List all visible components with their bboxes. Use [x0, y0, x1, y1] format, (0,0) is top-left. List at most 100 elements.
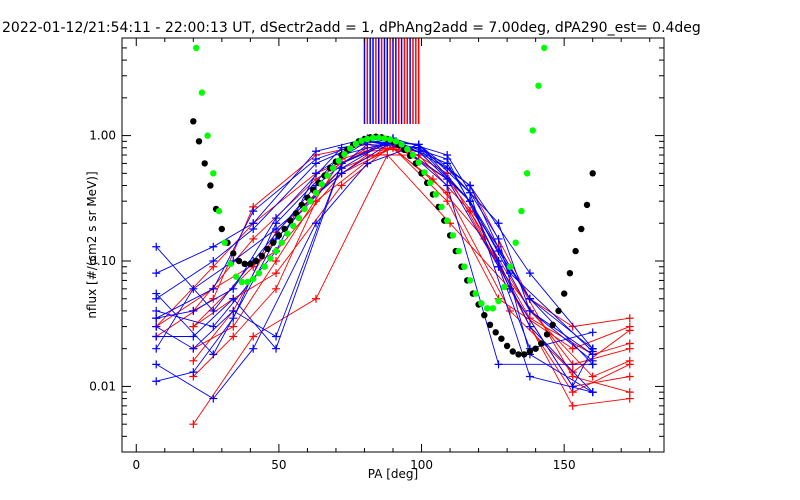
x-tick-label: 0: [132, 458, 140, 472]
green-fit-point: [255, 270, 263, 277]
green-fit-point: [478, 300, 485, 307]
green-fit-point: [523, 170, 531, 177]
red-data-point: [505, 306, 514, 315]
red-data-point: [568, 368, 577, 377]
blue-data-point: [311, 155, 320, 164]
green-fit-point: [284, 230, 291, 237]
blue-data-point: [443, 159, 452, 168]
green-fit-point: [267, 255, 274, 262]
blue-data-point: [272, 344, 281, 353]
green-fit-point: [392, 138, 400, 145]
blue-data-point: [152, 332, 161, 341]
green-fit-point: [204, 132, 211, 139]
green-fit-point: [381, 135, 388, 142]
green-fit-point: [295, 214, 303, 222]
black-fit-point: [486, 321, 494, 328]
green-fit-point: [386, 136, 394, 143]
blue-data-point: [525, 306, 534, 315]
black-fit-point: [252, 257, 260, 265]
red-data-point: [229, 322, 238, 331]
blue-data-point: [152, 314, 161, 323]
red-data-point: [272, 269, 281, 278]
blue-data-point: [588, 388, 597, 397]
blue-data-point: [209, 350, 218, 359]
black-fit-point: [578, 225, 585, 233]
black-fit-point: [521, 351, 528, 358]
y-tick-label: 0.01: [89, 379, 116, 393]
blue-data-point: [152, 360, 161, 369]
chart-title: 2022-01-12/21:54:11 - 22:00:13 UT, dSect…: [2, 20, 701, 36]
red-data-point: [466, 207, 475, 216]
y-axis-label: nflux [#/(cm2 s sr MeV)]: [85, 171, 99, 318]
black-fit-point: [509, 348, 516, 355]
black-fit-point: [583, 201, 591, 209]
black-fit-point: [292, 210, 300, 217]
green-fit-point: [421, 169, 428, 176]
black-fit-point: [566, 270, 574, 277]
green-fit-point: [358, 137, 365, 144]
green-fit-point: [404, 145, 411, 153]
blue-data-point: [505, 269, 514, 278]
blue-data-point: [466, 197, 475, 206]
blue-data-point: [209, 306, 218, 315]
blue-data-point: [152, 289, 161, 298]
green-fit-point: [238, 278, 245, 286]
green-fit-point: [250, 275, 257, 283]
green-fit-point: [398, 141, 405, 148]
green-fit-point: [261, 263, 268, 270]
blue-data-point: [588, 347, 597, 356]
blue-data-point: [466, 181, 475, 190]
red-data-point: [311, 294, 320, 303]
blue-data-point: [337, 164, 346, 173]
green-fit-point: [512, 239, 519, 246]
blue-data-point: [494, 219, 503, 228]
green-fit-point: [461, 263, 468, 270]
blue-series-line: [155, 140, 594, 393]
blue-data-point: [152, 242, 161, 251]
blue-data-point: [494, 262, 503, 271]
blue-data-point: [189, 368, 198, 377]
red-data-point: [189, 356, 198, 365]
black-fit-point: [503, 342, 511, 350]
red-data-point: [568, 344, 577, 353]
red-data-point: [625, 388, 634, 397]
red-data-point: [525, 314, 534, 323]
green-fit-point: [215, 207, 223, 215]
green-fit-point: [455, 247, 462, 255]
red-data-point: [568, 401, 577, 410]
blue-data-point: [209, 257, 218, 266]
y-tick-label: 1.00: [89, 129, 116, 143]
black-fit-point: [275, 232, 283, 239]
green-fit-point: [501, 283, 508, 291]
black-fit-point: [195, 138, 203, 145]
black-fit-point: [241, 260, 248, 267]
green-fit-point: [483, 305, 491, 312]
black-fit-point: [287, 217, 294, 224]
black-fit-point: [270, 239, 277, 246]
green-fit-point: [444, 217, 451, 224]
green-fit-point: [541, 44, 548, 52]
blue-data-point: [443, 151, 452, 160]
blue-data-point: [588, 356, 597, 365]
blue-data-point: [209, 242, 218, 251]
blue-data-point: [152, 306, 161, 315]
green-fit-point: [449, 232, 457, 239]
green-fit-point: [466, 277, 474, 284]
red-data-point: [337, 181, 346, 190]
red-data-point: [189, 322, 198, 331]
green-fit-point: [489, 305, 496, 312]
red-data-point: [625, 356, 634, 365]
green-fit-point: [369, 134, 377, 141]
top-marker-layer: [363, 38, 420, 124]
red-data-point: [625, 326, 634, 335]
blue-data-point: [311, 169, 320, 178]
black-fit-point: [230, 250, 237, 257]
x-tick-label: 100: [410, 458, 433, 472]
blue-data-point: [272, 219, 281, 228]
blue-series-line: [156, 140, 593, 382]
blue-data-point: [588, 328, 597, 337]
green-fit-point: [290, 222, 297, 230]
black-fit-point: [218, 225, 225, 233]
green-fit-point: [318, 181, 325, 188]
